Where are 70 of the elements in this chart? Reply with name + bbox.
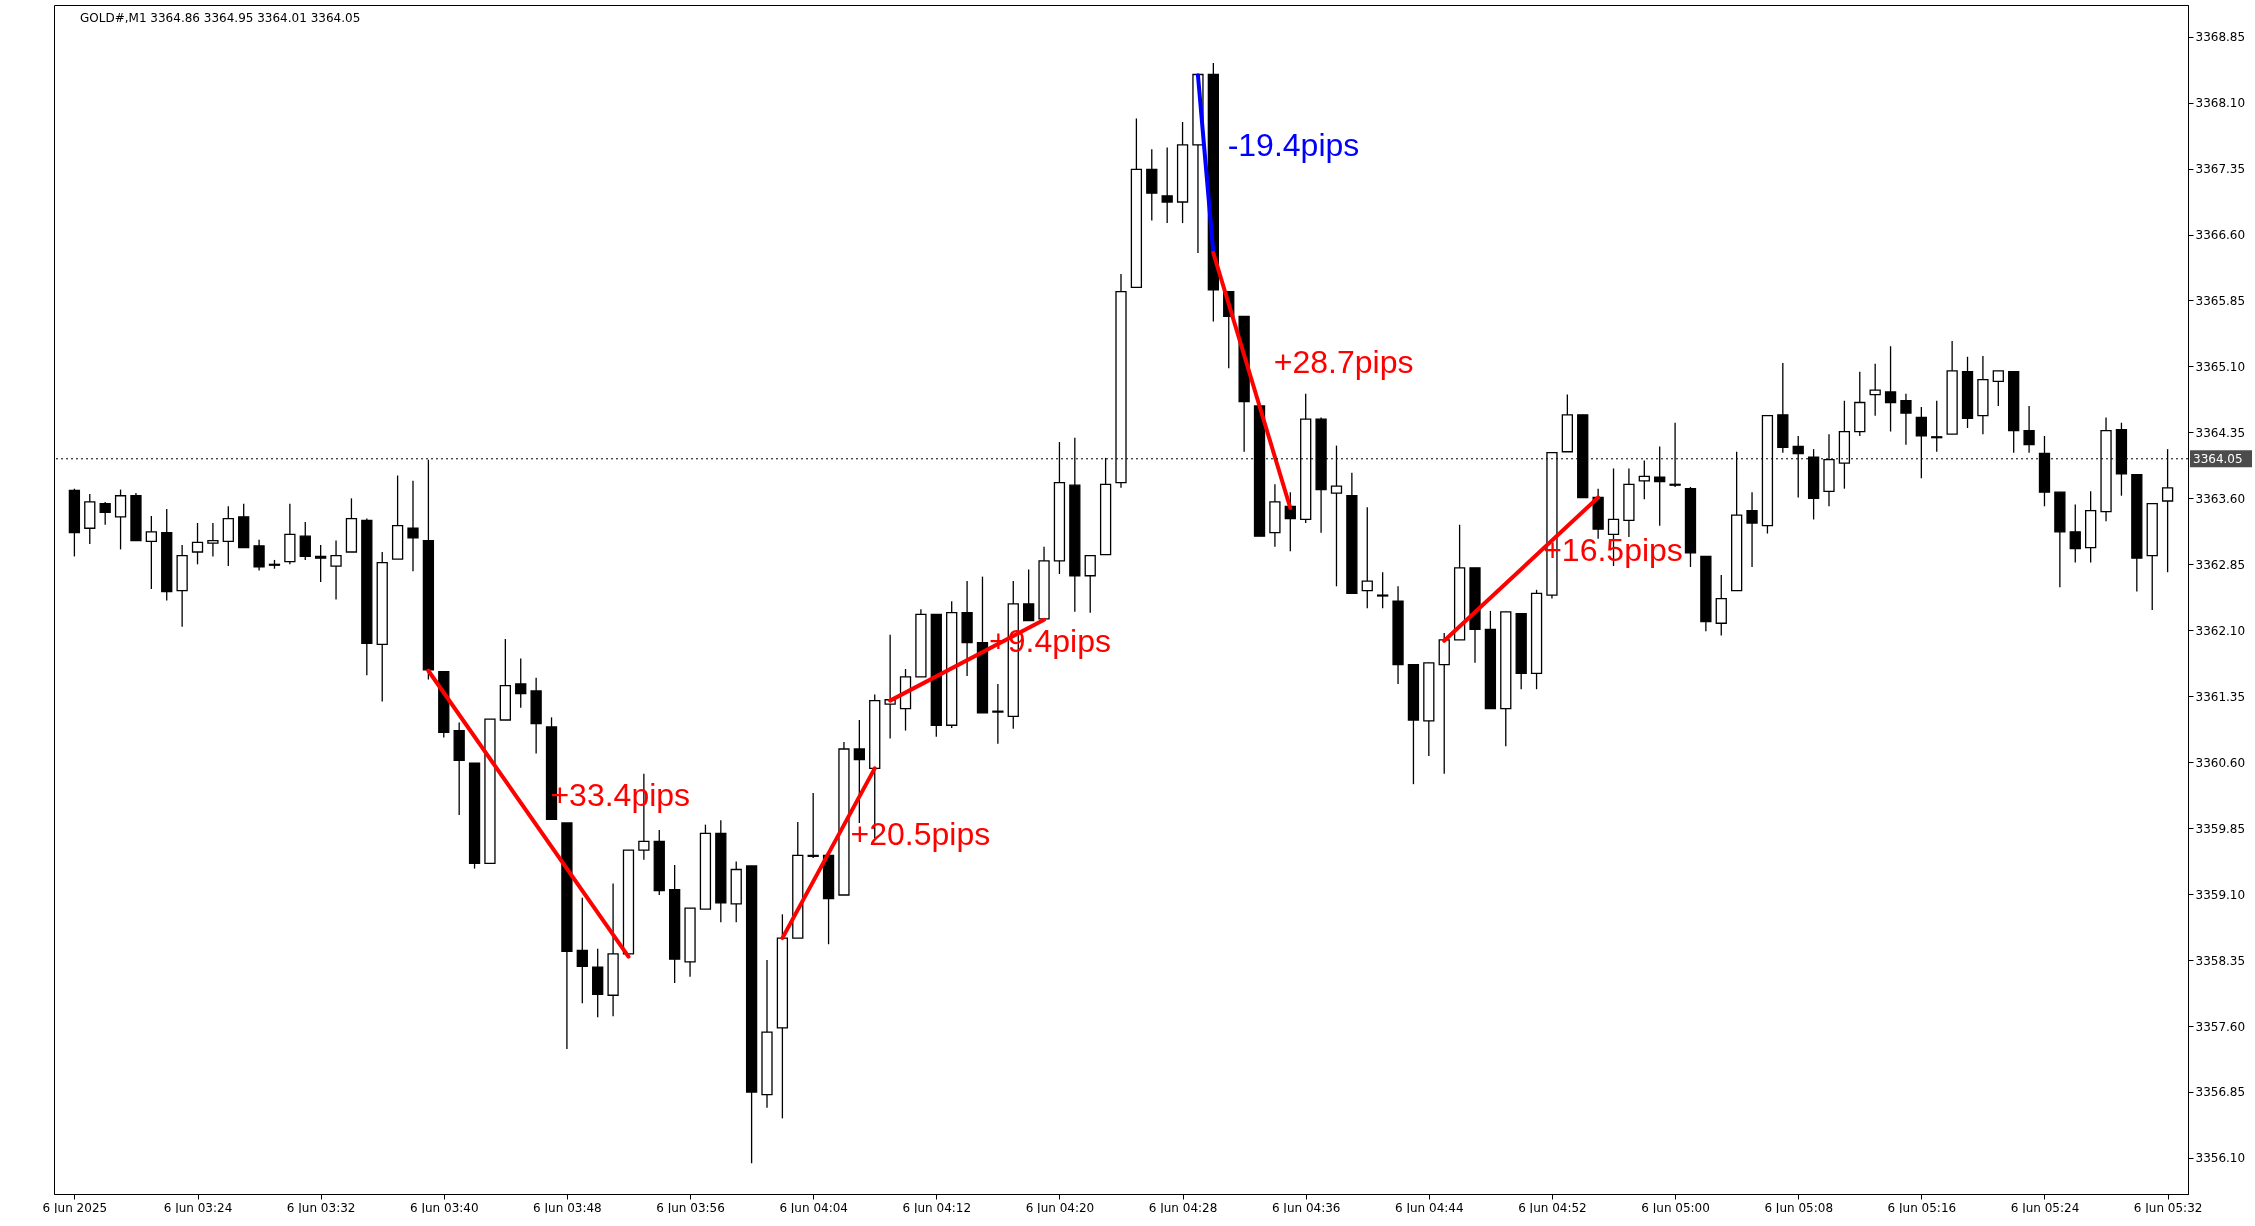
y-tick-label: 3365.10	[2195, 359, 2246, 374]
x-tick-label: 6 Jun 05:32	[2133, 1200, 2203, 1215]
candlestick	[145, 515, 157, 590]
candlestick	[1161, 146, 1173, 224]
candlestick	[299, 521, 311, 561]
candlestick	[114, 488, 127, 551]
x-tick-label: 6 Jun 05:00	[1641, 1200, 1710, 1215]
candlestick	[330, 539, 342, 601]
candlestick	[515, 657, 527, 709]
ref-line-label: 3364.05	[2193, 451, 2243, 466]
y-tick-label: 3360.60	[2195, 755, 2246, 770]
x-tick-label: 6 Jun 04:52	[1518, 1200, 1587, 1215]
series-label: +28.7pips	[1273, 343, 1414, 380]
series-label: -19.4pips	[1227, 127, 1360, 164]
candlestick	[207, 522, 219, 558]
y-tick-label: 3367.35	[2195, 162, 2246, 177]
x-tick-label: 6 Jun 03:40	[409, 1200, 479, 1215]
candlestick	[1146, 148, 1158, 222]
candlestick	[1361, 506, 1373, 609]
y-tick-label: 3357.60	[2195, 1019, 2246, 1034]
x-tick-label: 6 Jun 04:28	[1148, 1200, 1218, 1215]
candlestick	[407, 480, 419, 573]
y-tick-label: 3358.35	[2195, 953, 2246, 968]
x-tick-label: 6 Jun 05:16	[1887, 1200, 1957, 1215]
y-tick-label: 3356.85	[2195, 1085, 2246, 1100]
x-tick-label: 6 Jun 05:24	[2010, 1200, 2080, 1215]
candlestick	[1746, 491, 1758, 568]
candlestick	[853, 719, 865, 824]
candlestick	[992, 683, 1004, 745]
candlestick	[1023, 568, 1035, 622]
y-tick-label: 3364.35	[2195, 425, 2246, 440]
candlestick	[2023, 405, 2035, 454]
y-tick-label: 3368.10	[2195, 96, 2246, 111]
y-tick-label: 3359.10	[2195, 887, 2246, 902]
candlestick	[1900, 393, 1912, 446]
candlestick	[1931, 400, 1943, 453]
y-tick-label: 3359.85	[2195, 821, 2246, 836]
x-tick-label: 6 Jun 04:12	[902, 1200, 972, 1215]
candlestick	[191, 522, 204, 565]
candlestick	[807, 792, 819, 859]
y-tick-label: 3362.10	[2195, 623, 2246, 638]
y-tick-label: 3368.85	[2195, 30, 2246, 45]
candlestick	[253, 539, 265, 572]
candlestick	[2069, 503, 2081, 564]
y-tick-label: 3366.60	[2195, 228, 2246, 243]
x-tick-label: 6 Jun 03:48	[533, 1200, 602, 1215]
x-tick-label: 6 Jun 04:20	[1025, 1200, 1095, 1215]
y-tick-label: 3362.85	[2195, 557, 2246, 572]
y-tick-label: 3356.10	[2195, 1151, 2246, 1166]
x-tick-label: 6 Jun 03:56	[656, 1200, 725, 1215]
x-tick-label: 6 Jun 05:08	[1764, 1200, 1834, 1215]
y-tick-label: 3365.85	[2195, 293, 2246, 308]
candlestick	[1377, 571, 1389, 609]
x-tick-label: 6 Jun 04:44	[1395, 1200, 1464, 1215]
candlestick	[576, 896, 588, 1004]
candlestick	[1992, 370, 2004, 407]
candlestick	[222, 505, 234, 567]
candlestick	[99, 501, 111, 526]
x-tick-label: 6 Jun 2025	[42, 1200, 108, 1215]
text: GOLD#,M1 3364.86 3364.95 3364.01 3364.05	[80, 11, 361, 25]
series-label: +20.5pips	[850, 816, 991, 853]
candlestick	[1884, 345, 1897, 433]
x-tick-label: 6 Jun 03:24	[163, 1200, 233, 1215]
y-tick-label: 3363.60	[2195, 491, 2246, 506]
candlestick	[1084, 554, 1096, 614]
x-tick-label: 6 Jun 04:04	[779, 1200, 848, 1215]
x-tick-label: 6 Jun 04:36	[1271, 1200, 1341, 1215]
y-tick-label: 3361.35	[2195, 689, 2246, 704]
candlestick	[315, 544, 327, 583]
x-tick-label: 6 Jun 03:32	[286, 1200, 356, 1215]
